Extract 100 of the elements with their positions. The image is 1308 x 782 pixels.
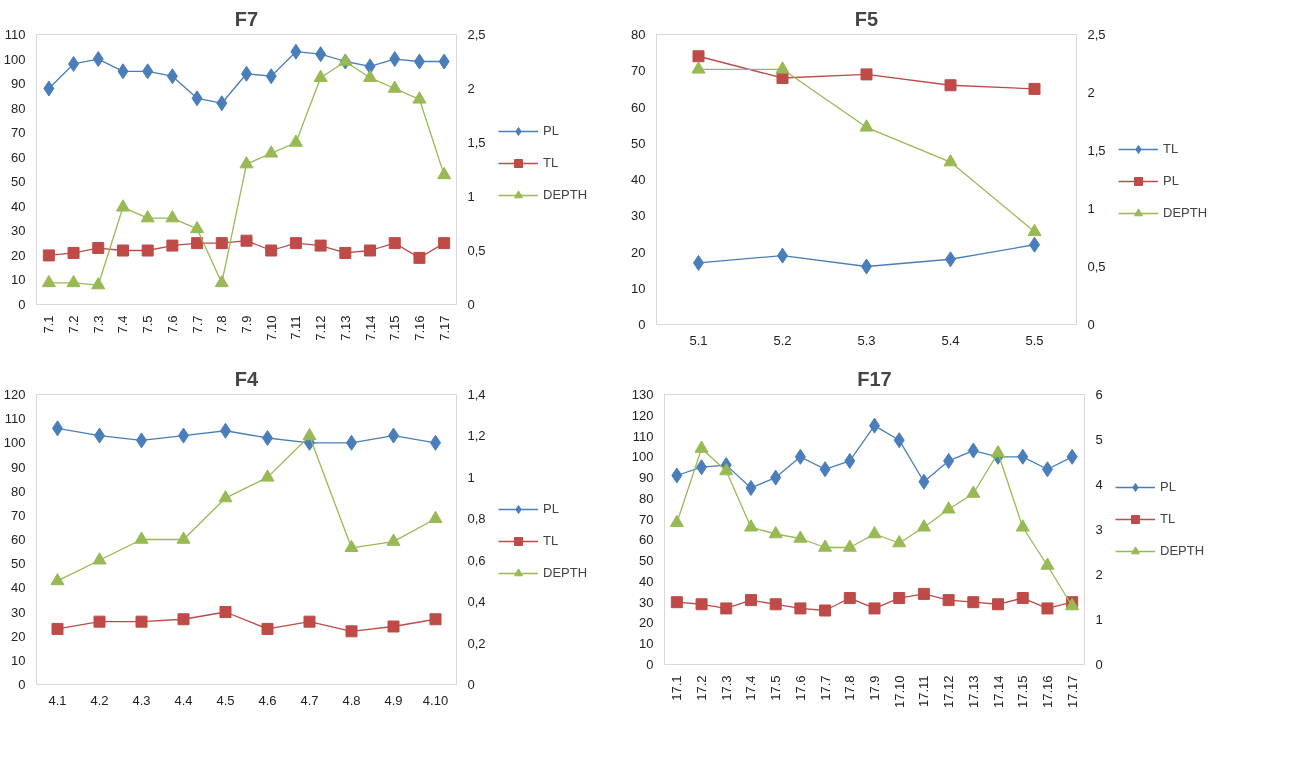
y2-tick-label: 2 (1087, 85, 1095, 100)
y2-tick-label: 2 (1095, 567, 1103, 582)
y2-tick-label: 0,6 (467, 552, 486, 568)
y2-tick-label: 2 (467, 81, 475, 96)
x-tick-label: 17.11 (916, 675, 932, 708)
y-tick-label: 60 (11, 149, 26, 165)
y-tick-label: 70 (639, 511, 654, 527)
y2-tick-label: 2,5 (467, 27, 486, 42)
x-tick-label: 7.9 (239, 315, 254, 334)
y-tick-label: 40 (639, 573, 654, 589)
x-tick-label: 7.4 (115, 315, 131, 334)
x-tick-label: 5.3 (857, 332, 876, 348)
y-tick-label: 30 (639, 594, 654, 610)
y2-tick-label: 1,5 (467, 135, 486, 150)
y-tick-label: 0 (638, 317, 646, 332)
x-tick-label: 4.10 (422, 692, 449, 708)
legend-label: PL (1163, 173, 1180, 188)
y2-tick-label: 0,5 (1087, 259, 1106, 274)
y-tick-label: 20 (631, 244, 646, 260)
y-tick-label: 110 (632, 428, 654, 444)
y2-tick-label: 1 (467, 189, 475, 204)
x-tick-label: 17.16 (1039, 675, 1055, 709)
y-tick-label: 120 (631, 407, 654, 423)
y2-tick-label: 5 (1095, 432, 1103, 447)
y2-tick-label: 1 (1087, 201, 1095, 216)
x-tick-label: 4.3 (132, 692, 151, 708)
x-tick-label: 7.13 (337, 315, 353, 341)
y2-tick-label: 0,8 (467, 511, 486, 527)
y-tick-label: 70 (11, 125, 26, 141)
chart-title: F4 (234, 367, 260, 390)
x-tick-label: 17.9 (867, 675, 882, 701)
x-tick-label: 7.1 (41, 315, 57, 334)
y2-tick-label: 2,5 (1087, 27, 1106, 42)
y2-tick-label: 4 (1095, 477, 1103, 492)
x-tick-label: 5.1 (689, 332, 708, 348)
x-tick-label: 4.1 (48, 692, 67, 708)
x-tick-label: 17.14 (990, 675, 1006, 709)
chart-title: F17 (857, 367, 892, 390)
y-tick-label: 0 (18, 297, 26, 312)
x-tick-label: 17.3 (718, 675, 734, 701)
y2-tick-label: 1 (467, 469, 475, 485)
y2-tick-label: 0 (467, 677, 475, 692)
y-tick-label: 30 (11, 604, 26, 620)
legend-label: DEPTH (543, 187, 588, 202)
x-tick-label: 17.7 (817, 675, 833, 701)
legend-label: TL (543, 533, 560, 548)
x-tick-label: 7.10 (263, 315, 279, 341)
legend-label: TL (543, 155, 560, 170)
chart-title: F5 (854, 7, 879, 30)
y-tick-label: 50 (11, 556, 26, 572)
x-tick-label: 17.1 (669, 675, 685, 701)
y2-tick-label: 1 (1095, 612, 1103, 627)
x-tick-label: 4.4 (174, 692, 193, 708)
x-tick-label: 17.4 (743, 675, 759, 701)
x-tick-label: 7.15 (387, 315, 403, 341)
y-tick-label: 60 (11, 532, 26, 547)
x-tick-label: 5.4 (941, 332, 960, 348)
y-tick-label: 50 (639, 553, 654, 569)
x-tick-label: 4.6 (258, 692, 277, 708)
x-tick-label: 7.8 (214, 315, 230, 334)
y-tick-label: 90 (11, 459, 26, 475)
x-tick-label: 17.12 (941, 675, 957, 709)
y-tick-label: 10 (631, 280, 646, 296)
x-tick-label: 17.10 (891, 675, 907, 709)
legend-label: DEPTH (1160, 543, 1205, 558)
y-tick-label: 0 (18, 677, 26, 692)
legend-label: DEPTH (543, 565, 588, 580)
y-tick-label: 20 (11, 247, 26, 263)
legend-label: TL (1160, 511, 1177, 526)
y-tick-label: 90 (11, 76, 26, 92)
x-tick-label: 7.6 (164, 315, 180, 334)
y-tick-label: 100 (3, 51, 26, 67)
x-tick-label: 7.12 (313, 315, 329, 341)
x-tick-label: 17.8 (842, 675, 858, 701)
x-tick-label: 4.2 (90, 692, 109, 708)
y-tick-label: 100 (631, 449, 654, 465)
y-tick-label: 40 (11, 198, 26, 214)
x-tick-label: 17.5 (768, 675, 784, 701)
x-tick-label: 7.3 (90, 315, 106, 334)
x-tick-label: 4.8 (342, 692, 361, 708)
legend-label: PL (1160, 479, 1177, 494)
x-tick-label: 5.5 (1025, 332, 1044, 348)
y2-tick-label: 6 (1095, 387, 1103, 402)
y2-tick-label: 1,5 (1087, 143, 1106, 158)
y2-tick-label: 1,4 (467, 387, 486, 402)
y-tick-label: 10 (11, 272, 26, 288)
legend-label: PL (543, 123, 560, 138)
x-tick-label: 7.7 (189, 315, 205, 334)
y-tick-label: 80 (11, 483, 26, 499)
x-tick-label: 5.2 (773, 332, 792, 348)
y-tick-label: 30 (11, 223, 26, 239)
y-tick-label: 80 (639, 490, 654, 506)
y-tick-label: 110 (4, 411, 26, 427)
y-tick-label: 0 (646, 657, 654, 672)
x-tick-label: 17.17 (1064, 675, 1080, 709)
y-tick-label: 20 (639, 615, 654, 631)
y2-tick-label: 0 (467, 297, 475, 312)
y-tick-label: 80 (11, 100, 26, 116)
y2-tick-label: 0,5 (467, 243, 486, 258)
y-tick-label: 70 (11, 507, 26, 523)
